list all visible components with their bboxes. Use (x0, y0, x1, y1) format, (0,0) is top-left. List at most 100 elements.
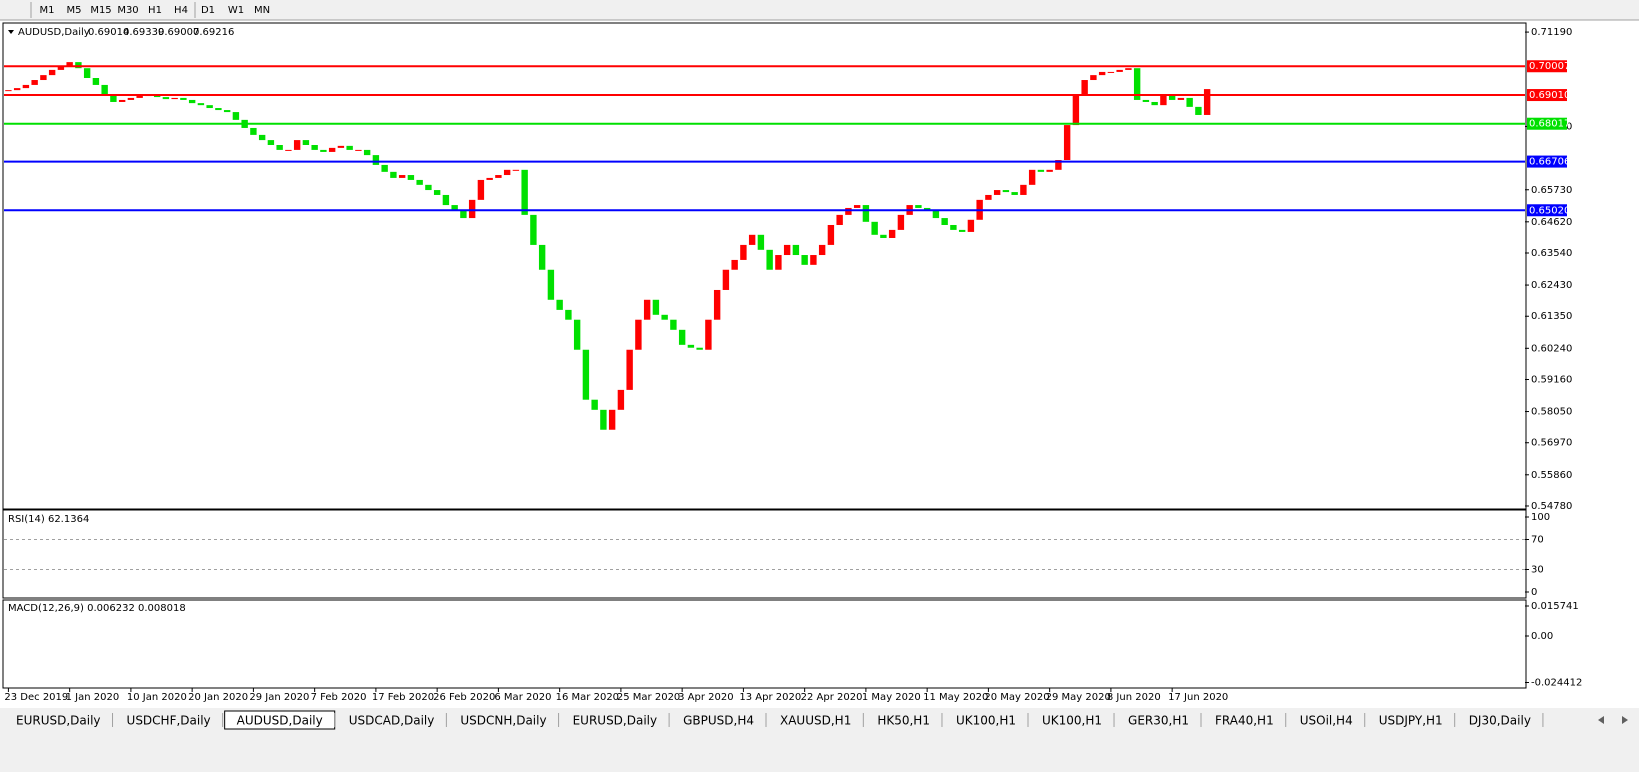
level-price-label: 0.70007 (1529, 61, 1570, 72)
symbol-tab[interactable] (336, 711, 447, 729)
timeframe-button[interactable]: M1 (40, 5, 55, 16)
candle (678, 329, 686, 345)
symbol-tab-label[interactable]: GBPUSD,H4 (683, 714, 754, 728)
timeframe-button[interactable]: W1 (228, 5, 244, 16)
y-tick-label: 0.62430 (1531, 280, 1572, 291)
symbol-tab[interactable] (671, 711, 766, 729)
symbol-tab[interactable] (1366, 711, 1455, 729)
candle (127, 97, 135, 100)
candle (941, 218, 948, 225)
candle (372, 155, 380, 165)
candle (696, 347, 703, 350)
symbol-tab-label[interactable]: USDCNH,Daily (460, 714, 546, 728)
last-bar-label: 0.69216 (193, 27, 234, 38)
candle (818, 244, 826, 256)
candle (1133, 68, 1141, 100)
rsi-tick-label: 0 (1531, 587, 1537, 598)
symbol-tab-label[interactable]: EURUSD,Daily (573, 714, 658, 728)
symbol-tab[interactable] (1287, 711, 1365, 729)
symbol-tab[interactable] (560, 711, 670, 729)
candle (503, 169, 511, 176)
candle (932, 209, 940, 219)
timeframe-button[interactable]: H1 (148, 5, 162, 16)
candle (923, 207, 931, 210)
candle (302, 140, 310, 145)
symbol-tab-label[interactable]: FRA40,H1 (1215, 714, 1274, 728)
candle (1160, 95, 1167, 106)
symbol-tab[interactable] (1116, 711, 1201, 729)
symbol-tab[interactable] (4, 711, 113, 729)
symbol-tab[interactable] (1456, 711, 1543, 729)
candle (626, 349, 633, 390)
toolbar (0, 0, 1639, 20)
candle (407, 175, 415, 180)
tab-scroll-right[interactable] (1622, 716, 1628, 724)
candle (136, 95, 143, 98)
symbol-tab-label[interactable]: DJ30,Daily (1469, 714, 1531, 728)
macd-tick-label: -0.024412 (1531, 678, 1582, 689)
candle (363, 149, 371, 156)
symbol-tab[interactable] (865, 711, 942, 729)
candle (1037, 169, 1045, 172)
candle (608, 409, 616, 430)
symbol-tab-label[interactable]: AUDUSD,Daily (237, 714, 323, 728)
y-tick-label: 0.54780 (1531, 501, 1572, 512)
rsi-title: RSI(14) 62.1364 (8, 514, 89, 525)
level-price-box (1527, 204, 1567, 217)
macd-tick-label: 0.00 (1531, 631, 1553, 642)
symbol-tab-label[interactable]: GER30,H1 (1128, 714, 1189, 728)
y-tick-label: 0.61350 (1531, 311, 1572, 322)
timeframe-button[interactable]: H4 (174, 5, 188, 16)
timeframe-button[interactable]: M5 (67, 5, 82, 16)
timeframe-button[interactable]: MN (254, 5, 270, 16)
candle (1063, 125, 1071, 161)
x-tick-label: 7 Feb 2020 (311, 692, 367, 703)
level-price-label: 0.65020 (1529, 205, 1570, 216)
symbol-tab-label[interactable]: USDJPY,H1 (1379, 714, 1443, 728)
symbol-tab[interactable] (114, 711, 223, 729)
symbol-tab[interactable] (448, 711, 559, 729)
symbol-tab-label[interactable]: XAUUSD,H1 (780, 714, 851, 728)
symbol-tab[interactable] (943, 711, 1028, 729)
timeframe-button[interactable]: M30 (117, 5, 138, 16)
x-tick-label: 20 Jan 2020 (188, 692, 248, 703)
candle (22, 84, 30, 89)
candle (66, 62, 73, 67)
candle (495, 175, 502, 178)
level-price-box (1527, 89, 1567, 102)
macd-title: MACD(12,26,9) 0.006232 0.008018 (8, 603, 186, 614)
candle (188, 99, 196, 104)
symbol-tab[interactable] (768, 711, 864, 729)
symbol-tab[interactable] (1203, 711, 1286, 729)
level-price-box (1527, 117, 1567, 130)
symbol-tab-label[interactable]: USDCHF,Daily (127, 714, 211, 728)
candle (512, 169, 520, 171)
candle (958, 229, 966, 232)
symbol-tab-label[interactable]: UK100,H1 (1042, 714, 1102, 728)
candle (1142, 99, 1150, 102)
symbol-tab[interactable] (1030, 711, 1115, 729)
symbol-tab-label[interactable]: EURUSD,Daily (16, 714, 101, 728)
candle (180, 97, 187, 100)
timeframe-button[interactable]: M15 (90, 5, 111, 16)
candle (915, 205, 922, 208)
candle (110, 95, 117, 102)
timeframe-button[interactable]: D1 (201, 5, 215, 16)
last-bar-label: 0.69339 (123, 27, 164, 38)
y-tick-label: 0.64620 (1531, 217, 1572, 228)
candle (740, 244, 747, 260)
rsi-tick-label: 70 (1531, 535, 1544, 546)
candle (337, 145, 345, 148)
candle (582, 349, 590, 400)
symbol-tab-label[interactable]: USOil,H4 (1300, 714, 1353, 728)
candle (635, 319, 642, 350)
candle (1151, 101, 1158, 106)
x-tick-label: 3 Apr 2020 (678, 692, 733, 703)
candle (118, 99, 126, 102)
candle (705, 319, 712, 350)
symbol-tab-label[interactable]: UK100,H1 (956, 714, 1016, 728)
tab-scroll-left[interactable] (1598, 716, 1604, 724)
symbol-tab-label[interactable]: HK50,H1 (877, 714, 930, 728)
symbol-tab-label[interactable]: USDCAD,Daily (349, 714, 435, 728)
candle (451, 205, 458, 210)
